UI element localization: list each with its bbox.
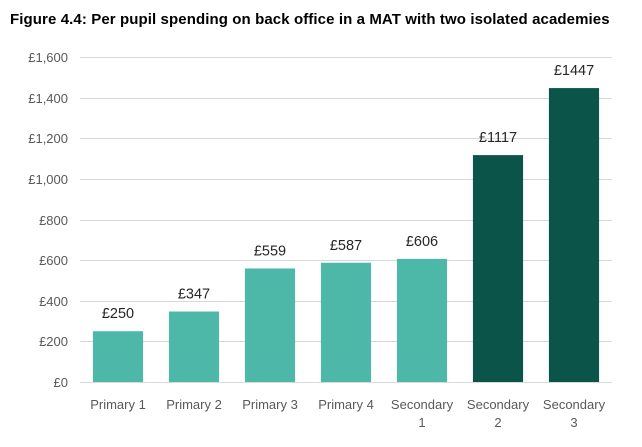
x-tick-label: Secondary (543, 397, 606, 412)
x-tick-label: Secondary (391, 397, 454, 412)
bar (548, 88, 600, 382)
data-label: £347 (178, 287, 210, 303)
x-tick-label: Primary 4 (318, 397, 374, 412)
bar (244, 268, 296, 382)
bar (472, 155, 524, 382)
data-label: £250 (102, 306, 134, 322)
y-tick-label: £800 (39, 213, 68, 228)
x-tick-label: 1 (418, 415, 425, 430)
bar (92, 331, 144, 382)
y-tick-label: £400 (39, 294, 68, 309)
x-tick-label: Primary 2 (166, 397, 222, 412)
chart-title: Figure 4.4: Per pupil spending on back o… (10, 11, 610, 28)
data-label: £1117 (479, 130, 517, 146)
x-tick-label: Primary 3 (242, 397, 298, 412)
x-tick-label: Secondary (467, 397, 530, 412)
bar (396, 258, 448, 382)
y-tick-label: £0 (54, 375, 68, 390)
x-tick-label: 2 (494, 415, 501, 430)
bar (320, 262, 372, 382)
y-tick-label: £1,200 (28, 131, 68, 146)
data-label: £559 (254, 243, 286, 259)
y-tick-label: £600 (39, 253, 68, 268)
data-label: £606 (406, 234, 438, 250)
x-tick-label: Primary 1 (90, 397, 146, 412)
y-tick-label: £1,000 (28, 172, 68, 187)
y-tick-label: £200 (39, 334, 68, 349)
y-tick-label: £1,600 (28, 50, 68, 65)
x-tick-label: 3 (570, 415, 577, 430)
y-tick-label: £1,400 (28, 91, 68, 106)
data-label: £1447 (554, 63, 594, 79)
bar (168, 311, 220, 382)
data-label: £587 (330, 238, 362, 254)
